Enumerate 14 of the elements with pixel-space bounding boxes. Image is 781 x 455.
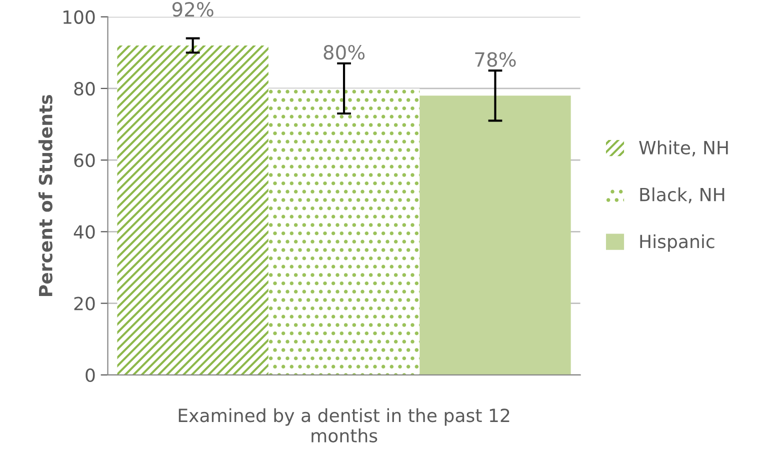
x-tick-label: Examined by a dentist in the past 12 months <box>178 408 510 442</box>
legend-label: Black, NH <box>640 187 724 204</box>
y-tick-label: 20 <box>74 296 95 310</box>
data-label: 78% <box>475 52 516 67</box>
y-tick-label: 80 <box>74 82 95 96</box>
legend-label: Hispanic <box>640 234 714 252</box>
data-label: 92% <box>172 2 214 17</box>
y-axis-title: Percent of Students <box>38 94 52 296</box>
legend-label: White, NH <box>639 140 728 156</box>
y-tick-label: 40 <box>74 225 95 239</box>
y-tick-label: 0 <box>86 368 95 382</box>
y-tick-label: 100 <box>63 10 95 24</box>
data-label: 80% <box>324 44 365 60</box>
y-tick-label: 60 <box>74 154 95 168</box>
